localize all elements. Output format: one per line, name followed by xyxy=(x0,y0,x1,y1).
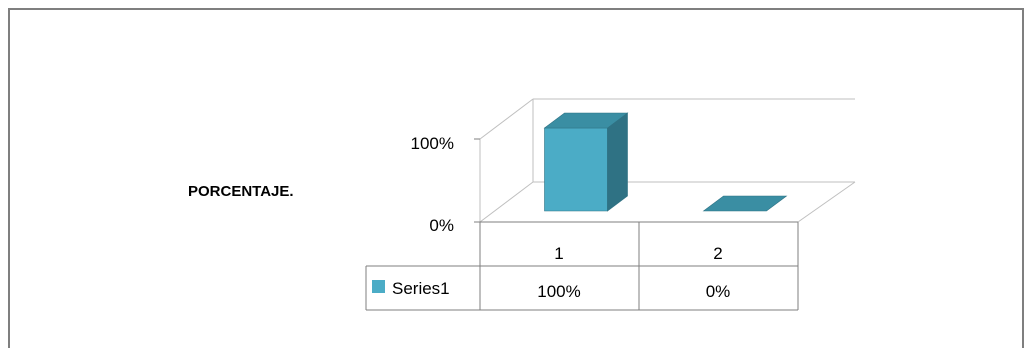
y-tick-label-top: 100% xyxy=(411,134,454,153)
category-label-2: 2 xyxy=(713,244,722,263)
data-table xyxy=(365,221,799,311)
bar-1-side xyxy=(607,112,628,212)
bar-2-top xyxy=(702,195,788,212)
plot-area xyxy=(479,98,856,223)
table-cell-value-1: 100% xyxy=(537,282,580,301)
series-name-label: Series1 xyxy=(392,279,450,298)
bar-1-top xyxy=(543,112,629,129)
category-label-1: 1 xyxy=(554,244,563,263)
bar-1-front xyxy=(544,127,608,212)
floor-left-edge xyxy=(479,181,534,223)
chart-frame xyxy=(8,8,1024,348)
y-axis-title: PORCENTAJE. xyxy=(188,183,294,200)
floor-right-edge xyxy=(797,181,856,223)
table-cell-value-2: 0% xyxy=(706,282,731,301)
y-tick-label-bottom: 0% xyxy=(429,216,454,235)
legend-key-series1 xyxy=(372,280,385,293)
bars-group xyxy=(543,112,788,212)
side-wall-top-gridline xyxy=(479,98,534,140)
